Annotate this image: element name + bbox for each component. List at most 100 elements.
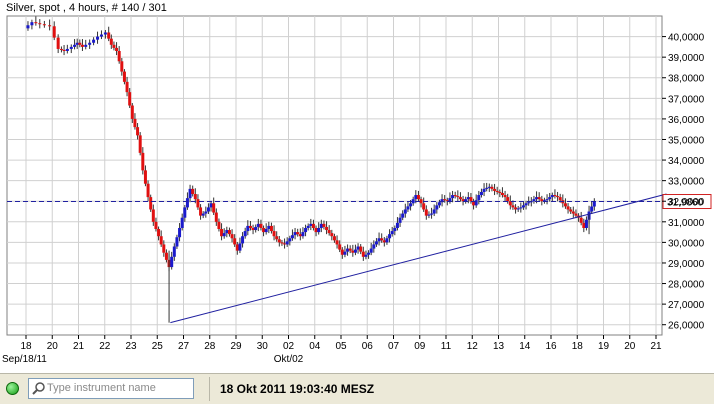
candle-down [579, 217, 583, 223]
y-tick-label: 27,0000 [668, 300, 705, 311]
candle-down [138, 135, 142, 153]
candle-up [590, 206, 594, 212]
candle-down [115, 47, 119, 51]
instrument-search[interactable] [28, 378, 194, 399]
candle-down [272, 231, 276, 237]
candle-up [388, 234, 392, 239]
candle-up [409, 203, 413, 207]
search-input[interactable] [47, 380, 189, 396]
candle-down [52, 26, 56, 38]
x-tick-label: 19 [598, 341, 610, 352]
candle-down [143, 170, 147, 184]
x-tick-label: 18 [20, 341, 32, 352]
candle-down [511, 205, 515, 208]
candle-down [340, 249, 344, 255]
candle-up [170, 256, 174, 268]
candle-down [338, 244, 342, 250]
candle-up [92, 39, 96, 43]
candle-down [146, 183, 150, 198]
candle-up [319, 223, 323, 228]
x-tick-label: 21 [650, 341, 662, 352]
candle-up [542, 200, 546, 202]
candle-down [212, 203, 216, 213]
x-tick-label: 02 [283, 341, 295, 352]
x-tick-label: 09 [414, 341, 426, 352]
candle-down [503, 195, 507, 198]
candle-down [424, 209, 428, 216]
candle-up [527, 202, 531, 204]
y-tick-label: 35,0000 [668, 135, 705, 146]
price-chart[interactable]: 31,9860 26,0000 27,0000 28,0000 29,0000 30,0… [0, 0, 714, 373]
candle-down [117, 50, 121, 62]
candle-down [262, 227, 266, 233]
candle-up [545, 199, 549, 201]
candle-down [558, 197, 562, 201]
candle-up [406, 206, 410, 210]
x-date-label: Sep/18/11 [2, 354, 47, 365]
candle-down [490, 186, 494, 189]
candle-up [183, 207, 187, 218]
candle-down [133, 118, 137, 128]
search-icon [32, 382, 45, 395]
candle-up [172, 246, 176, 257]
candle-down [416, 195, 420, 200]
y-tick-label: 30,0000 [668, 238, 705, 249]
candle-down [461, 199, 465, 202]
candle-down [380, 238, 384, 241]
trendline-layer [170, 193, 667, 324]
candle-up [377, 238, 381, 242]
candle-down [230, 234, 234, 239]
candle-down [469, 197, 473, 202]
candle-up [103, 32, 107, 35]
x-tick-label: 18 [572, 341, 584, 352]
x-tick-label: 22 [99, 341, 111, 352]
trendline [170, 193, 667, 324]
candle-up [254, 226, 258, 231]
candle-up [188, 188, 192, 199]
candle-up [430, 213, 434, 215]
candle-down [38, 23, 42, 25]
chart-title: Silver, spot , 4 hours, # 140 / 301 [6, 2, 167, 14]
x-tick-label: 28 [204, 341, 216, 352]
candle-up [256, 223, 260, 227]
candle-down [540, 199, 544, 202]
candle-up [285, 241, 289, 245]
candle-down [556, 196, 560, 198]
candle-down [322, 223, 326, 227]
x-tick-label: 23 [125, 341, 137, 352]
candle-up [241, 236, 245, 244]
candle-down [311, 223, 315, 228]
candle-down [335, 240, 339, 245]
candle-down [422, 203, 426, 210]
datetime-display: 18 Okt 2011 19:03:40 MESZ [220, 382, 375, 396]
candle-up [464, 199, 468, 202]
candle-up [367, 252, 371, 255]
candle-down [275, 236, 279, 240]
candle-up [185, 198, 189, 208]
candle-up [26, 25, 30, 29]
candle-down [571, 211, 575, 214]
candle-up [432, 209, 436, 214]
candle-up [306, 225, 310, 228]
candle-down [553, 195, 557, 197]
y-tick-label: 33,0000 [668, 177, 705, 188]
candle-up [448, 198, 452, 202]
candle-up [73, 44, 77, 47]
candle-up [69, 46, 73, 49]
candle-up [65, 48, 69, 51]
candle-down [112, 44, 116, 48]
x-tick-label: 07 [388, 341, 400, 352]
candle-up [369, 248, 373, 253]
x-tick-label: 20 [624, 341, 636, 352]
y-tick-label: 37,0000 [668, 94, 705, 105]
candle-down [164, 252, 168, 260]
candle-up [364, 254, 368, 257]
candle-down [235, 244, 239, 251]
candle-down [48, 25, 52, 27]
candle-down [214, 212, 218, 222]
candle-down [199, 207, 203, 216]
candle-down [330, 233, 334, 237]
candle-up [401, 213, 405, 218]
candle-down [506, 197, 510, 202]
candle-down [277, 239, 281, 243]
